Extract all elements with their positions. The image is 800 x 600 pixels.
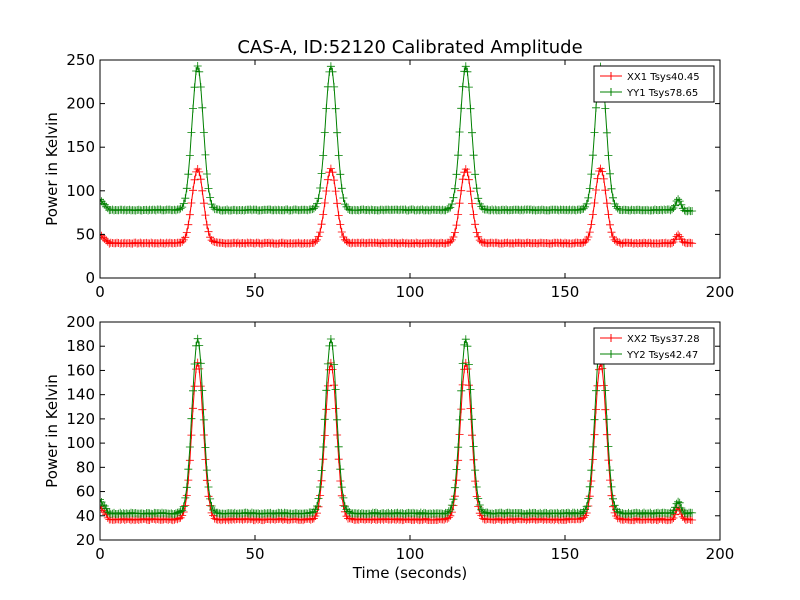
series-markers-2: [100, 334, 697, 519]
legend-entry: XX1 Tsys40.45: [627, 72, 700, 83]
y-tick-label: 0: [85, 269, 95, 287]
x-tick-label: 0: [95, 545, 105, 563]
legend-entry: XX2 Tsys37.28: [627, 334, 700, 345]
y-tick-label: 180: [66, 337, 95, 355]
y-tick-label: 100: [66, 434, 95, 452]
top-plot: 0 50 100 150 200 0 50 100 150 200 250 Power in Kelv…: [43, 51, 734, 301]
bottom-plot: 0 50 100 150 200 20 40 60 80 100 120 140 160 180 200 Po…: [43, 313, 734, 563]
x-tick-label: 100: [396, 283, 425, 301]
series-markers-1: [100, 358, 697, 525]
legend-box: [593, 65, 715, 103]
legend-entry: YY2 Tsys42.47: [626, 350, 698, 361]
y-tick-label: 160: [66, 361, 95, 379]
chart-title: CAS-A, ID:52120 Calibrated Amplitude: [237, 37, 582, 58]
legend-marker: [607, 350, 615, 358]
x-tick-label: 150: [551, 283, 580, 301]
x-tick-label: 0: [95, 283, 105, 301]
x-tick-label: 200: [706, 545, 735, 563]
series-group: [100, 62, 697, 248]
y-tick-label: 100: [66, 182, 95, 200]
y-axis-label: Power in Kelvin: [43, 374, 61, 488]
legend-marker: [607, 72, 615, 80]
x-tick-label: 150: [551, 545, 580, 563]
y-tick-label: 200: [66, 95, 95, 113]
series-group: [100, 334, 697, 525]
y-tick-label: 250: [66, 51, 95, 69]
x-tick-label: 50: [245, 545, 264, 563]
legend-marker: [607, 334, 615, 342]
x-tick-label: 50: [245, 283, 264, 301]
x-tick-label: 100: [396, 545, 425, 563]
legend: XX2 Tsys37.28 YY2 Tsys42.47: [593, 327, 715, 365]
y-tick-label: 80: [76, 458, 95, 476]
y-tick-label: 50: [76, 225, 95, 243]
y-tick-label: 150: [66, 138, 95, 156]
legend-marker: [607, 88, 615, 96]
y-tick-label: 40: [76, 507, 95, 525]
y-tick-label: 200: [66, 313, 95, 331]
y-tick-label: 60: [76, 483, 95, 501]
y-tick-label: 120: [66, 410, 95, 428]
series-markers-2: [100, 62, 697, 216]
y-tick-label: 140: [66, 386, 95, 404]
legend-box: [593, 327, 715, 365]
x-axis-label: Time (seconds): [352, 564, 468, 582]
series-markers-1: [100, 164, 697, 248]
y-tick-label: 20: [76, 531, 95, 549]
legend-entry: YY1 Tsys78.65: [626, 88, 698, 99]
y-axis-label: Power in Kelvin: [43, 112, 61, 226]
x-tick-label: 200: [706, 283, 735, 301]
legend: XX1 Tsys40.45 YY1 Tsys78.65: [593, 65, 715, 103]
